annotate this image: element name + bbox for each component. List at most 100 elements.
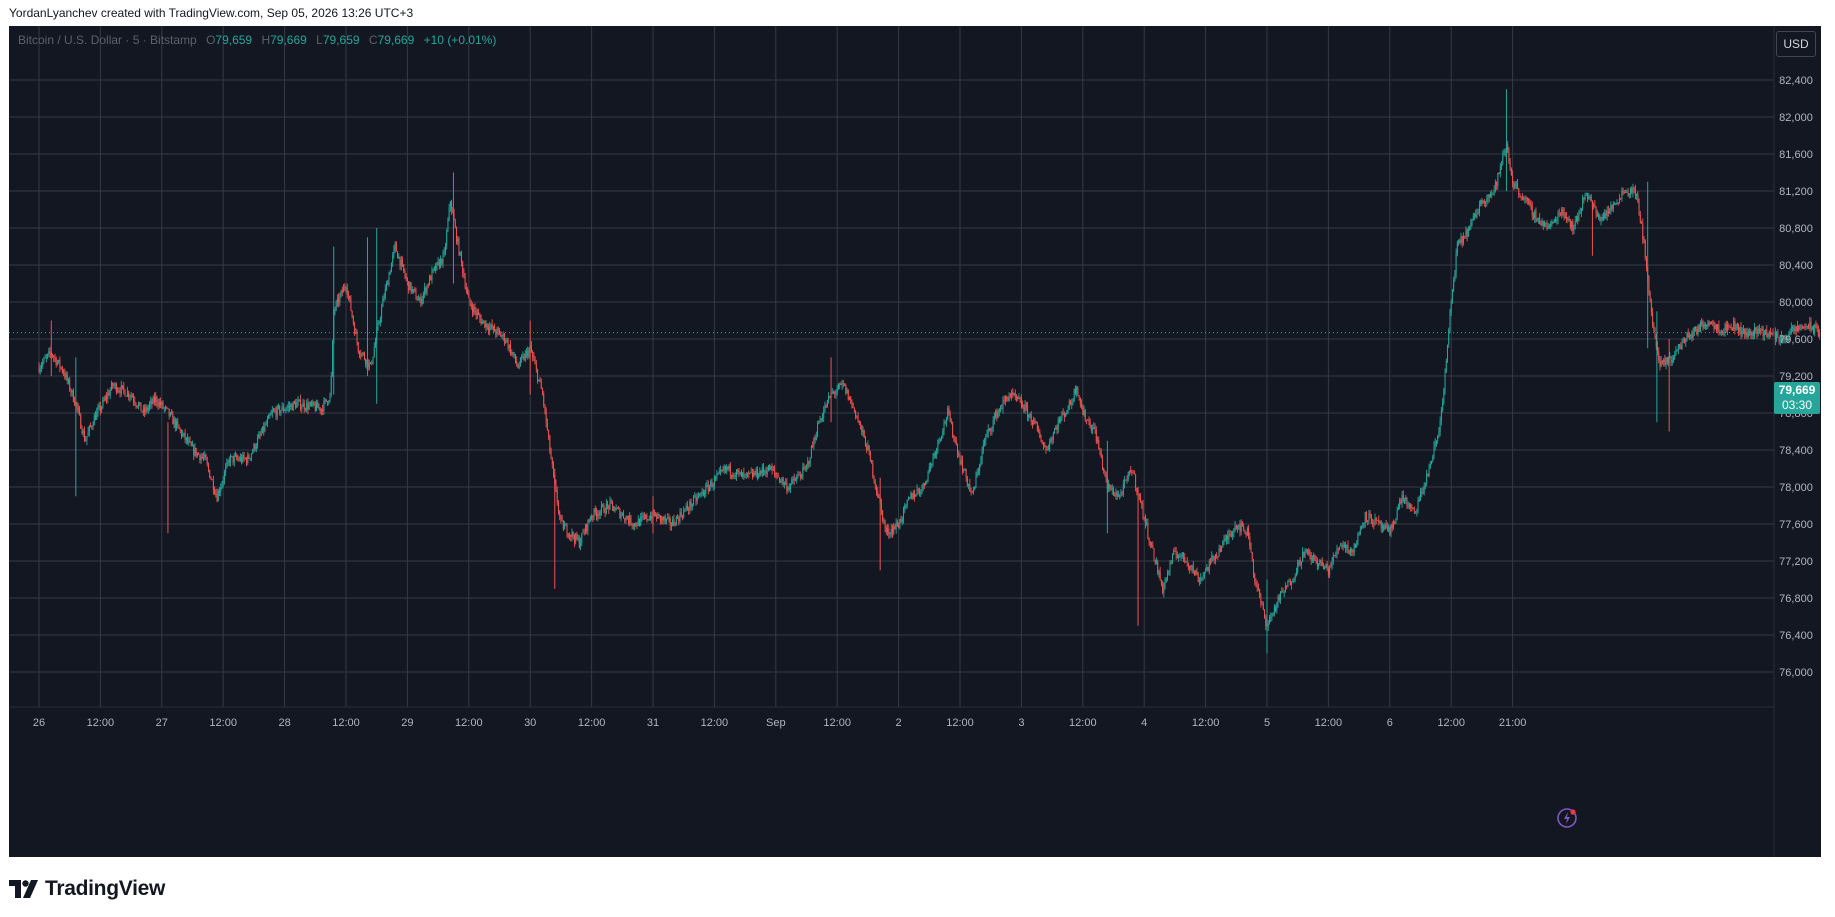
chart-area[interactable]: 82,400 82,000 81,600 81,200 80,800 80,400 80,0… <box>9 26 1821 857</box>
candle-body <box>319 407 321 412</box>
candle-body <box>912 493 914 499</box>
candle-body <box>693 496 695 505</box>
candle-body <box>199 454 201 461</box>
candle-body <box>1784 336 1786 341</box>
candle-body <box>589 519 591 521</box>
candle-body <box>539 379 541 382</box>
candle-body <box>1368 513 1370 521</box>
replay-icon[interactable] <box>1554 805 1580 831</box>
candle-body <box>1121 493 1123 495</box>
symbol-name[interactable]: Bitcoin / U.S. Dollar · 5 · Bitstamp <box>18 33 197 47</box>
candle-body <box>162 402 164 409</box>
candle-body <box>303 402 305 410</box>
candle-body <box>850 396 852 404</box>
candle-body <box>973 489 975 492</box>
candle-body <box>834 392 836 394</box>
candle-body <box>1094 426 1096 431</box>
price-tick-label: 79,200 <box>1779 371 1813 383</box>
candle-body <box>1028 414 1030 418</box>
candle-body <box>1777 331 1779 338</box>
candle-body <box>1451 290 1453 302</box>
candle-body <box>690 501 692 507</box>
candle-body <box>93 415 95 426</box>
candle-body <box>1217 556 1219 558</box>
candle-body <box>1144 517 1146 524</box>
candle-body <box>643 516 645 518</box>
candle-body <box>1108 483 1110 489</box>
candle-body <box>144 408 146 413</box>
candle-body <box>389 272 391 275</box>
candle-body <box>1399 500 1401 507</box>
price-chart[interactable]: 82,40082,00081,60081,20080,80080,40080,0… <box>9 26 1821 857</box>
candle-body <box>748 472 750 474</box>
candle-body <box>1229 533 1231 535</box>
candle-body <box>1211 556 1213 562</box>
candle-body <box>462 261 464 274</box>
candle-body <box>592 516 594 518</box>
candle-body <box>1720 331 1722 333</box>
candle-body <box>1670 356 1672 363</box>
candle-body <box>1520 196 1522 198</box>
candle-body <box>921 487 923 493</box>
candle-body <box>282 406 284 411</box>
candle-body <box>196 453 198 456</box>
candle-body <box>1243 526 1245 530</box>
candle-body <box>772 469 774 471</box>
candle-body <box>301 406 303 410</box>
candle-body <box>1088 419 1090 422</box>
candle-body <box>1679 344 1681 346</box>
candle-body <box>98 405 100 409</box>
candle-body <box>1664 359 1666 365</box>
candle-body <box>1283 592 1285 593</box>
candle-body <box>607 503 609 506</box>
candle-body <box>718 471 720 474</box>
candle-body <box>82 430 84 434</box>
currency-button[interactable]: USD <box>1776 31 1816 57</box>
candle-body <box>659 515 661 521</box>
candle-body <box>1469 227 1471 229</box>
candle-body <box>1049 441 1051 450</box>
candle-body <box>744 474 746 476</box>
candle-body <box>243 454 245 459</box>
candle-body <box>647 519 649 521</box>
candle-body <box>842 383 844 384</box>
candle-body <box>1532 215 1534 219</box>
brand-logo[interactable]: TradingView <box>9 876 165 902</box>
candle-body <box>405 276 407 279</box>
candle-body <box>1327 568 1329 576</box>
candle-body <box>1196 570 1198 575</box>
candle-body <box>1653 325 1655 329</box>
candle-body <box>1340 545 1342 547</box>
candle-body <box>1685 339 1687 343</box>
candle-body <box>250 453 252 459</box>
candle-body <box>1262 603 1264 610</box>
candle-body <box>263 426 265 432</box>
candle-body <box>1499 165 1501 175</box>
candle-body <box>284 410 286 412</box>
candle-body <box>980 460 982 465</box>
candle-body <box>1697 325 1699 335</box>
candle-body <box>1402 495 1404 502</box>
candle-body <box>1105 473 1107 478</box>
candle-body <box>616 508 618 509</box>
candle-body <box>986 433 988 437</box>
candle-body <box>393 248 395 255</box>
candle-body <box>960 459 962 464</box>
candle-body <box>226 461 228 468</box>
candle-body <box>214 490 216 494</box>
candle-body <box>360 354 362 356</box>
candle-body <box>223 472 225 481</box>
chart-caption: YordanLyanchev created with TradingView.… <box>9 6 414 20</box>
candle-body <box>1404 500 1406 502</box>
candle-body <box>1093 426 1095 428</box>
candle-body <box>215 493 217 495</box>
candle-body <box>1729 325 1731 328</box>
candle-body <box>1386 527 1388 529</box>
candle-body <box>1524 197 1526 200</box>
candle-body <box>1804 326 1806 328</box>
candle-body <box>463 273 465 278</box>
candle-body <box>1085 420 1087 421</box>
candle-body <box>157 403 159 406</box>
candle-body <box>1182 552 1184 558</box>
candle-body <box>981 450 983 461</box>
